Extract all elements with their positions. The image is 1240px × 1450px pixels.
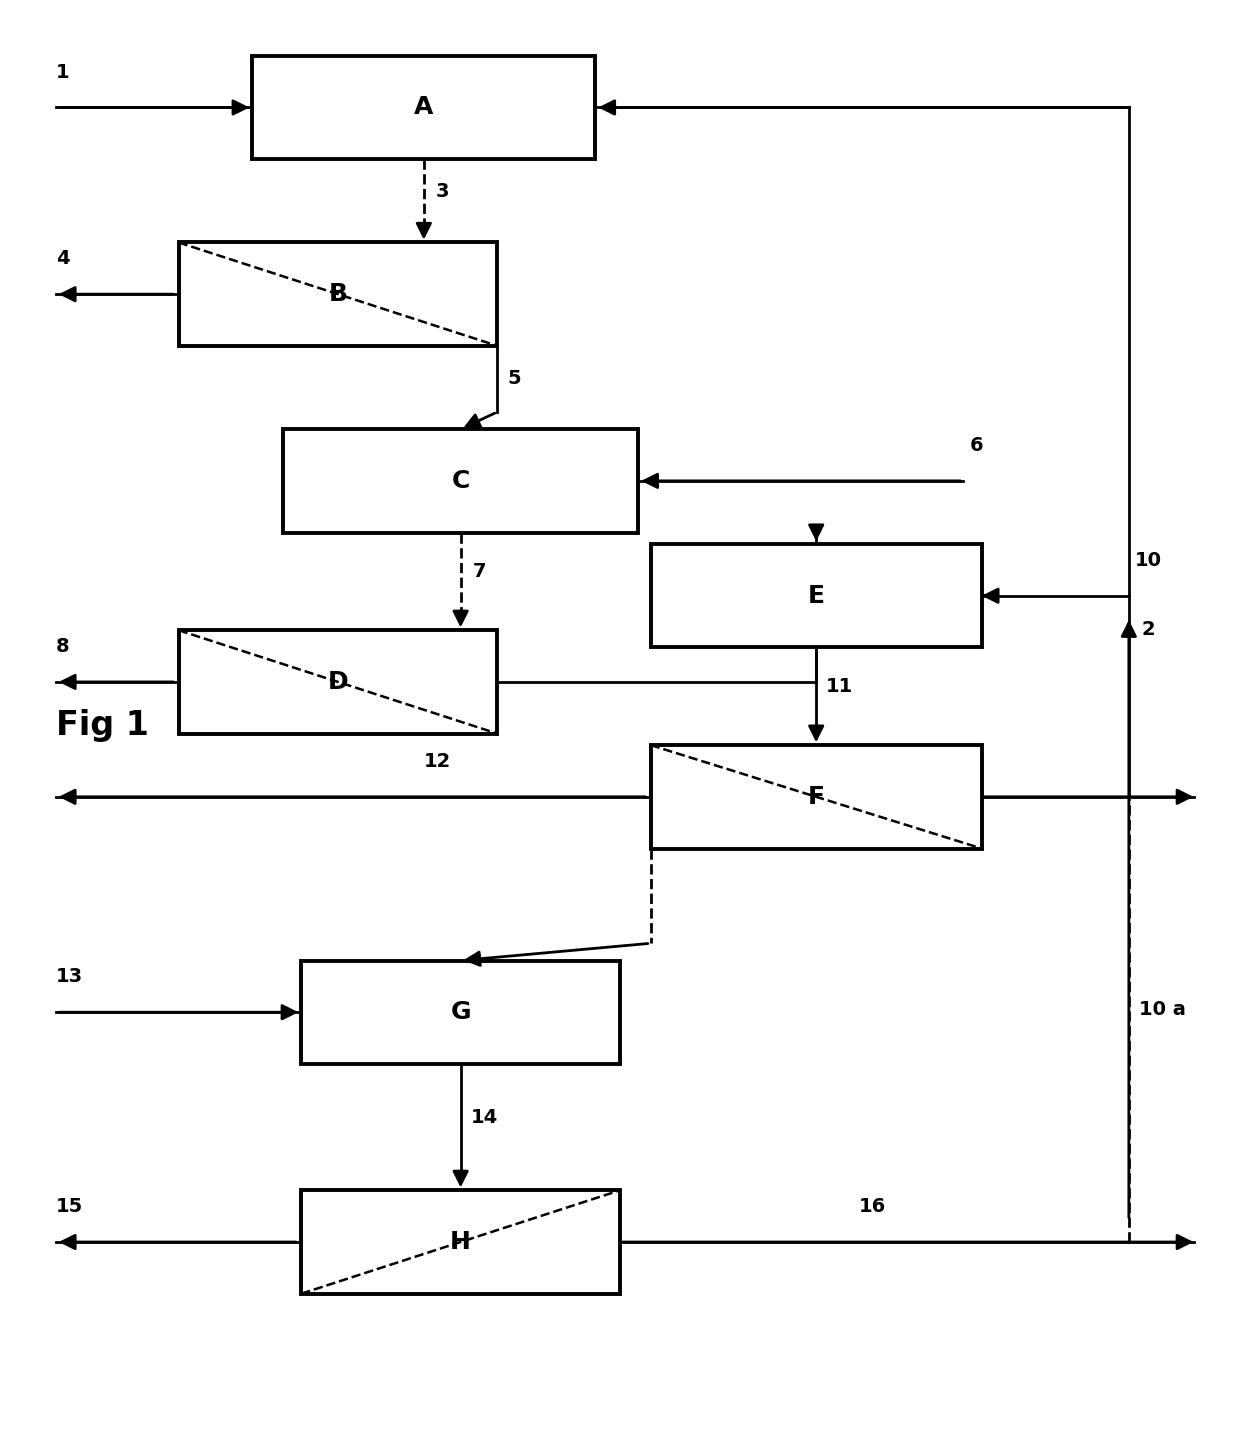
- Bar: [301, 960, 620, 1064]
- Text: 13: 13: [56, 967, 83, 986]
- Text: A: A: [414, 96, 434, 119]
- Bar: [301, 1190, 620, 1293]
- Text: 12: 12: [424, 753, 451, 771]
- Text: G: G: [450, 1000, 471, 1024]
- Text: 11: 11: [826, 677, 853, 696]
- Text: 8: 8: [56, 637, 69, 655]
- Bar: [651, 745, 982, 848]
- Text: 1: 1: [56, 62, 69, 81]
- Text: D: D: [327, 670, 348, 695]
- Text: B: B: [329, 283, 347, 306]
- Text: 15: 15: [56, 1198, 83, 1217]
- Text: 2: 2: [1141, 619, 1154, 639]
- Text: Fig 1: Fig 1: [56, 709, 149, 741]
- Text: 7: 7: [472, 563, 486, 581]
- Bar: [651, 544, 982, 648]
- Bar: [179, 631, 497, 734]
- Text: H: H: [450, 1230, 471, 1254]
- Text: C: C: [451, 468, 470, 493]
- Text: 10: 10: [1135, 551, 1162, 570]
- Bar: [179, 242, 497, 347]
- Text: 5: 5: [507, 368, 521, 387]
- Text: 4: 4: [56, 249, 69, 268]
- Bar: [283, 429, 639, 532]
- Text: E: E: [807, 584, 825, 608]
- Bar: [252, 55, 595, 160]
- Text: 3: 3: [436, 181, 450, 200]
- Text: 10 a: 10 a: [1138, 1000, 1185, 1019]
- Text: 16: 16: [859, 1198, 887, 1217]
- Text: 14: 14: [470, 1108, 497, 1127]
- Text: F: F: [807, 784, 825, 809]
- Text: 9: 9: [826, 594, 839, 613]
- Text: 6: 6: [970, 436, 983, 455]
